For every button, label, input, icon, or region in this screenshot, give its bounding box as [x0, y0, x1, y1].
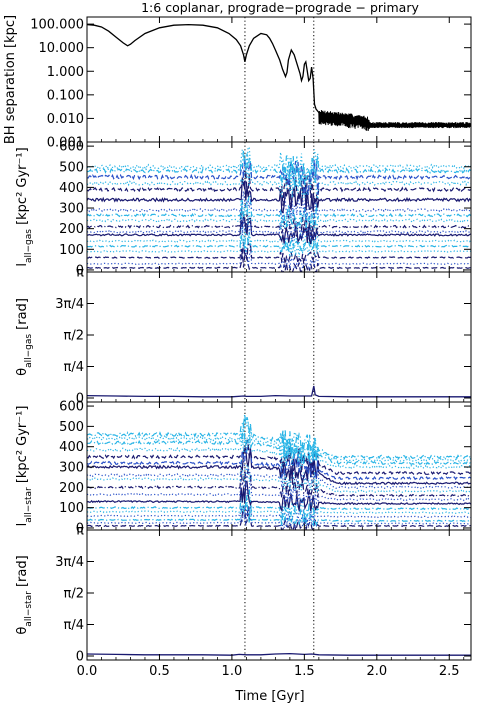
x-tick-label: 0.0 — [77, 664, 98, 679]
y-axis-label-l_star: lall−star [kpc² Gyr⁻¹] — [15, 406, 34, 527]
series-separation-0 — [87, 23, 471, 127]
y-axis-label-separation: BH separation [kpc] — [3, 15, 18, 144]
series-l_star-8 — [87, 468, 471, 498]
y-axis-label-theta_star: θall−star [rad] — [15, 555, 34, 634]
y-tick-label: 10.000 — [39, 41, 85, 56]
y-tick-label: 100.000 — [30, 18, 84, 33]
y-tick-label: π/4 — [64, 360, 84, 375]
y-tick-label: 500 — [59, 160, 84, 175]
series-l_star-9 — [87, 459, 471, 494]
series-theta_gas-0 — [87, 385, 471, 398]
y-tick-label: 100 — [59, 243, 84, 258]
plot-area-l_star — [87, 402, 471, 530]
plot-area-theta_star — [87, 530, 471, 660]
series-l_gas-9 — [87, 199, 471, 231]
series-l_gas-17 — [87, 146, 471, 186]
y-tick-label: 600 — [59, 140, 84, 155]
y-tick-label: 500 — [59, 420, 84, 435]
x-axis-label: Time [Gyr] — [234, 689, 304, 704]
x-tick-label: 2.0 — [366, 664, 387, 679]
series-l_star-10 — [87, 457, 471, 490]
x-tick-label: 2.5 — [439, 664, 460, 679]
series-l_star-7 — [87, 476, 471, 506]
y-tick-label: 1.000 — [47, 65, 84, 80]
y-tick-label: 400 — [59, 181, 84, 196]
panel-theta_star: 0.0 0.5 1.0 1.5 2.0 2.5 0 π/4 π/2 3π/4 π θall−star … — [15, 524, 472, 679]
y-tick-label: 0 — [76, 391, 84, 406]
y-tick-label: π/2 — [64, 328, 84, 343]
series-l_star-0 — [87, 505, 471, 530]
series-l_star-14 — [87, 432, 471, 471]
chart-title: 1:6 coplanar, prograde−prograde − primar… — [141, 0, 419, 15]
series-l_star-17 — [87, 413, 471, 462]
x-tick-label: 1.0 — [222, 664, 243, 679]
y-tick-label: π — [76, 266, 84, 281]
y-tick-label: 0 — [76, 649, 84, 664]
panel-separation: 100.000 10.000 1.000 0.100 0.010 0.001 BH sepa… — [3, 15, 472, 151]
series-separation-binary — [318, 109, 471, 131]
series-l_gas-4 — [87, 228, 471, 254]
series-theta_star-0 — [87, 652, 471, 656]
series-l_gas-11 — [87, 191, 471, 222]
x-tick-label: 0.5 — [149, 664, 170, 679]
y-axis-label-l_gas: lall−gas [kpc² Gyr⁻¹] — [15, 147, 34, 266]
y-tick-label: 0.001 — [47, 136, 84, 151]
series-l_star-1 — [87, 507, 471, 529]
y-tick-label: 200 — [59, 222, 84, 237]
frame-theta_gas — [86, 271, 472, 403]
frame-l_gas — [86, 141, 472, 273]
series-l_gas-7 — [87, 214, 471, 243]
series-l_gas-16 — [87, 150, 471, 190]
y-tick-label: 0 — [76, 263, 84, 278]
plot-area-separation — [87, 17, 471, 142]
series-l_star-12 — [87, 443, 471, 481]
y-tick-label: π — [76, 524, 84, 539]
y-tick-label: 0 — [76, 521, 84, 536]
y-tick-label: 3π/4 — [55, 555, 84, 570]
series-l_star-5 — [87, 489, 471, 517]
series-l_star-16 — [87, 420, 471, 463]
y-tick-label: 300 — [59, 461, 84, 476]
series-l_star-15 — [87, 423, 471, 466]
series-l_star-2 — [87, 499, 471, 528]
y-tick-label: 0.010 — [47, 112, 84, 127]
y-tick-label: π/2 — [64, 586, 84, 601]
series-l_star-13 — [87, 439, 471, 476]
frame-theta_star — [86, 529, 472, 661]
series-l_star-6 — [87, 480, 471, 513]
y-tick-label: 200 — [59, 481, 84, 496]
series-l_star-4 — [87, 492, 471, 519]
y-tick-label: 300 — [59, 202, 84, 217]
series-l_gas-2 — [87, 242, 471, 265]
series-l_star-11 — [87, 448, 471, 486]
series-l_gas-1 — [87, 242, 471, 271]
series-l_gas-15 — [87, 158, 471, 196]
series-l_gas-14 — [87, 164, 471, 199]
series-l_gas-13 — [87, 170, 471, 206]
series-l_gas-10 — [87, 193, 471, 228]
y-tick-label: 400 — [59, 440, 84, 455]
y-tick-label: 0.100 — [47, 88, 84, 103]
plot-area-l_gas — [87, 142, 471, 272]
plot-area-theta_gas — [87, 272, 471, 402]
series-l_gas-12 — [87, 180, 471, 214]
series-l_gas-0 — [87, 248, 471, 272]
series-l_gas-8 — [87, 207, 471, 238]
y-tick-label: 100 — [59, 501, 84, 516]
x-tick-label: 1.5 — [294, 664, 315, 679]
panel-theta_gas: 0 π/4 π/2 3π/4 π θall−gas [rad] — [15, 266, 472, 406]
y-tick-label: π/4 — [64, 618, 84, 633]
panel-l_gas: 0 100 200 300 400 500 600 lall−gas [kpc² Gyr⁻¹] — [15, 140, 472, 278]
y-axis-label-theta_gas: θall−gas [rad] — [15, 298, 34, 376]
y-tick-label: 3π/4 — [55, 297, 84, 312]
series-l_star-3 — [87, 501, 471, 523]
series-l_gas-6 — [87, 214, 471, 245]
y-tick-label: 600 — [59, 400, 84, 415]
panel-l_star: 0 100 200 300 400 500 600 lall−star [kpc² Gyr⁻¹… — [15, 400, 472, 536]
series-l_gas-5 — [87, 223, 471, 251]
